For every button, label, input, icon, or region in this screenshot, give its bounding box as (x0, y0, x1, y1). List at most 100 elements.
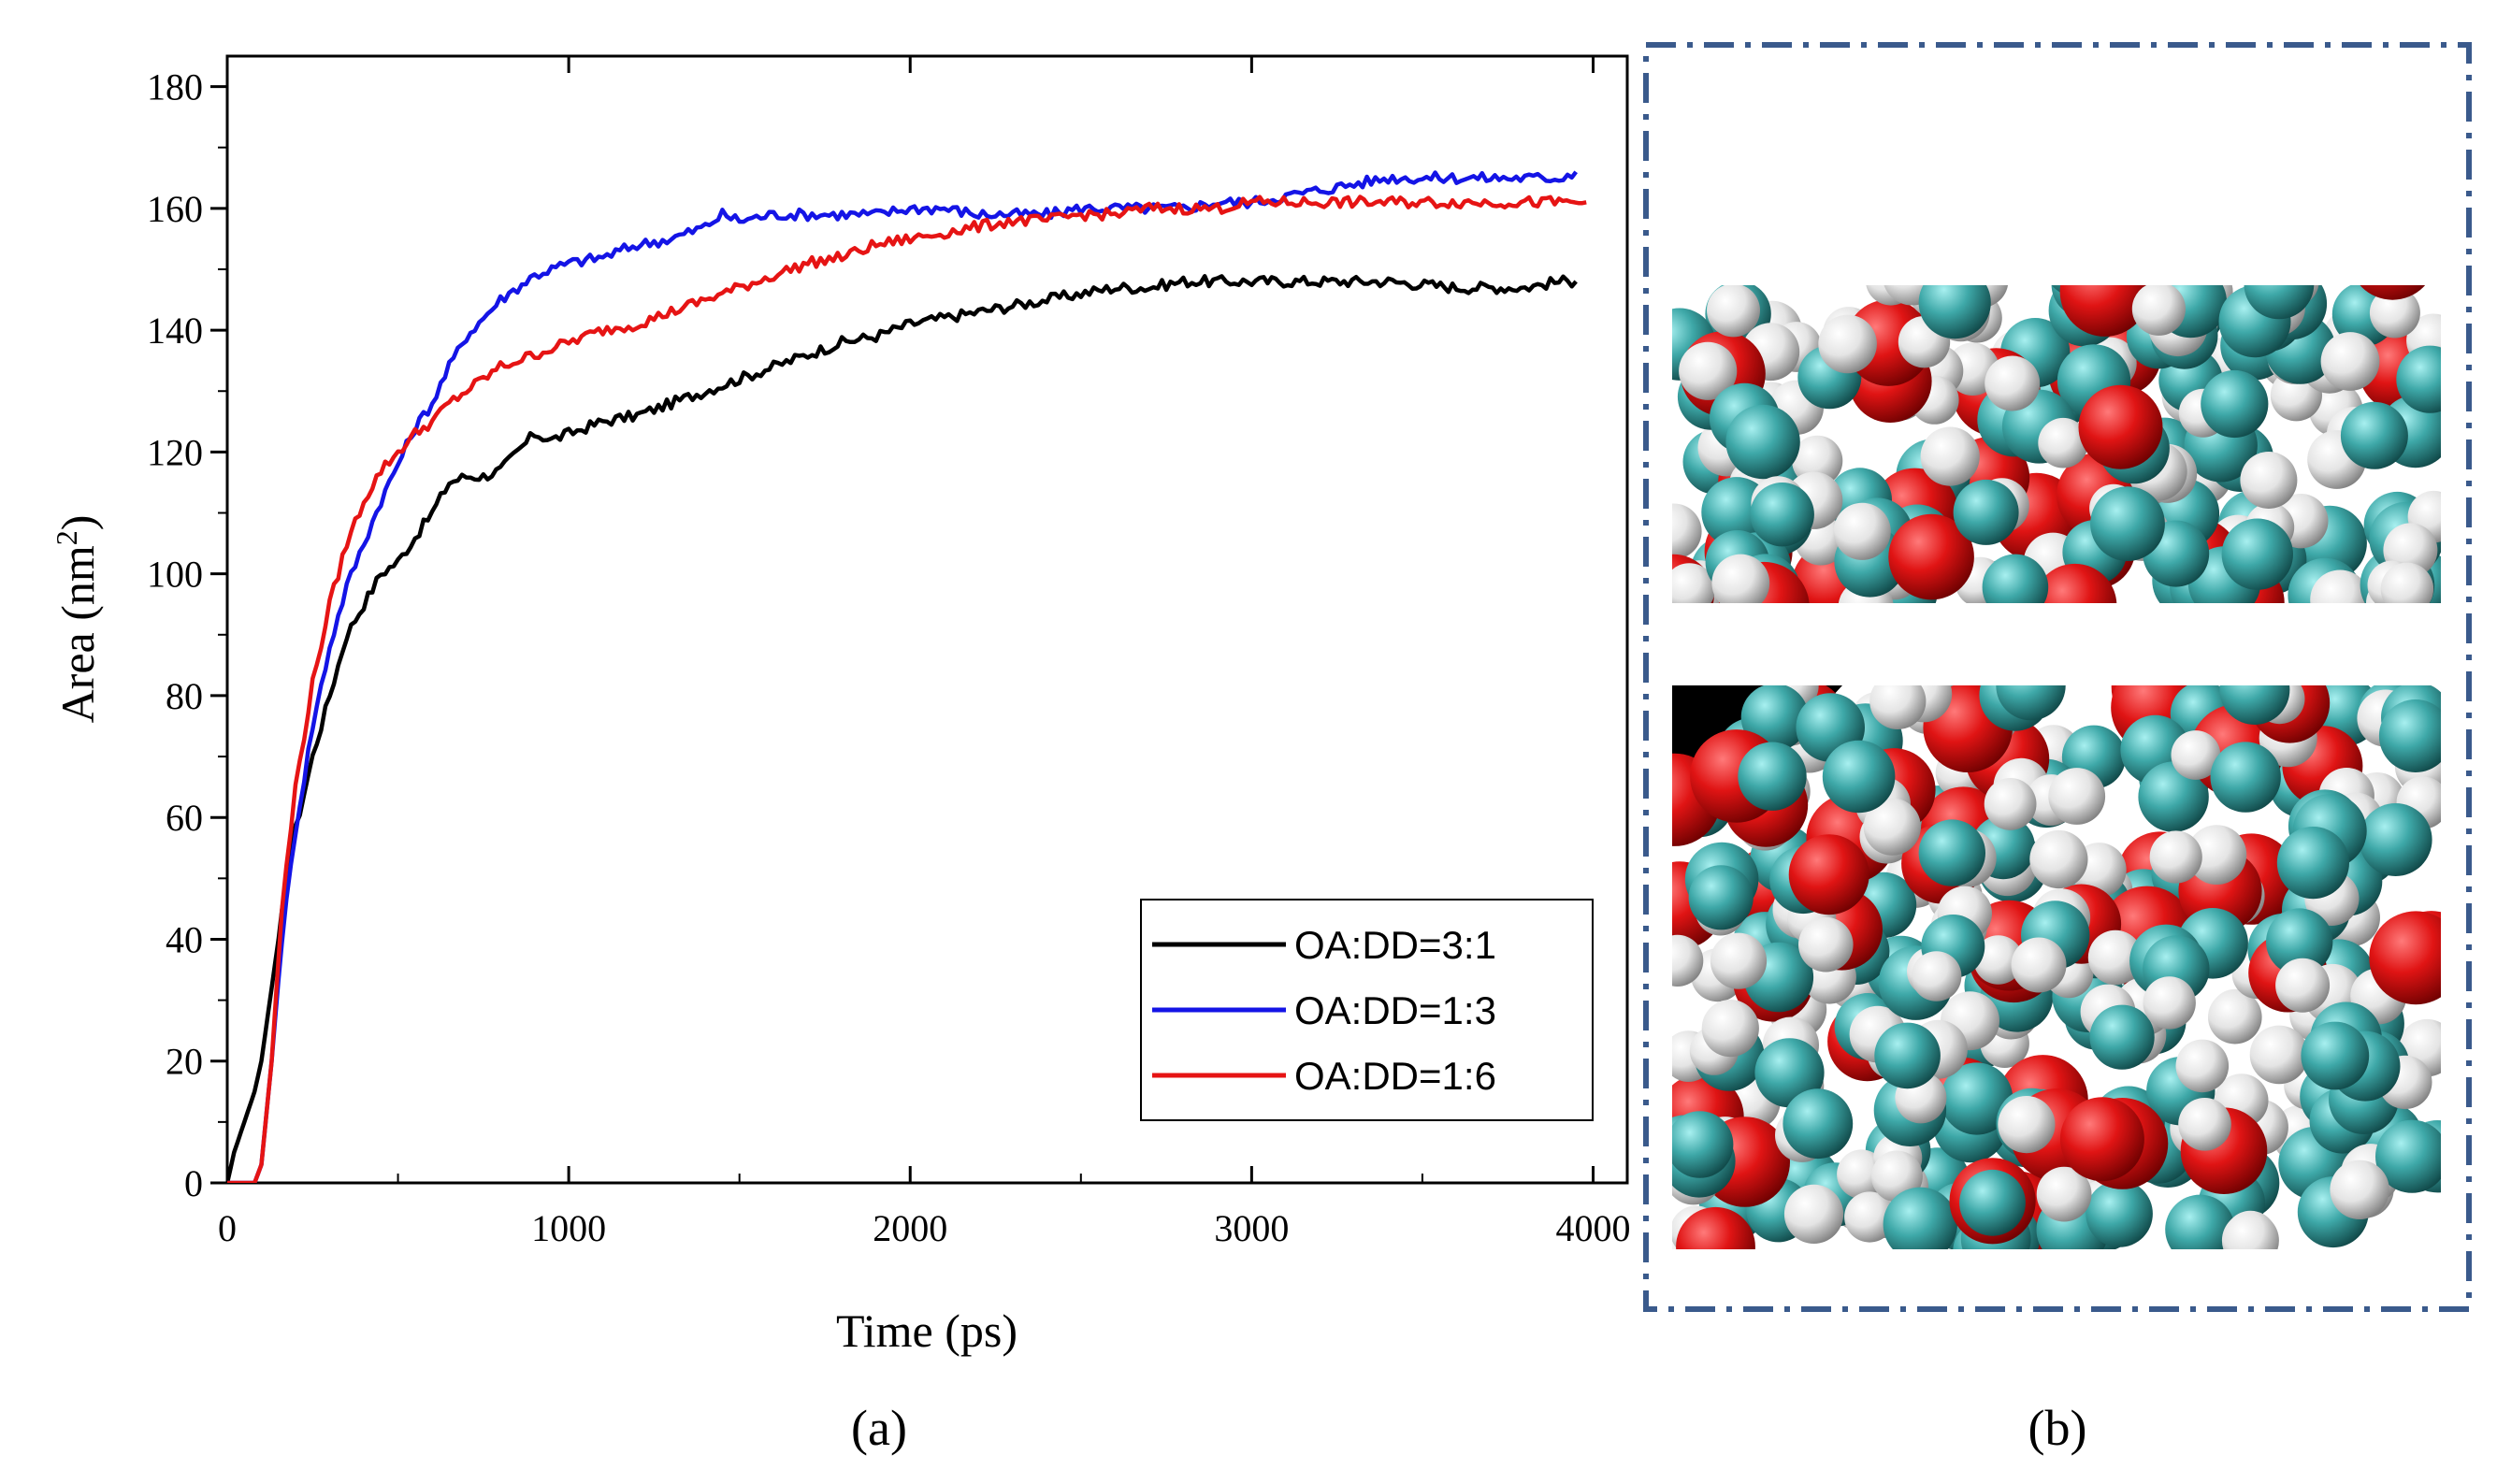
hydrogen-atom-327 (2143, 976, 2196, 1030)
carbon-atom-229 (1754, 1038, 1825, 1108)
carbon-atom-238 (2378, 699, 2441, 772)
carbon-atom-321 (1738, 742, 1807, 811)
hydrogen-atom-283 (2036, 1166, 2092, 1222)
carbon-atom-28 (1884, 173, 1953, 241)
carbon-atom-71 (1928, 161, 2000, 233)
hydrogen-atom-332 (2221, 1212, 2279, 1249)
hydrogen-atom-261 (2087, 929, 2143, 986)
hydrogen-atom-9 (1972, 184, 2024, 236)
series-layer (227, 170, 1587, 1183)
carbon-atom-210 (2086, 1180, 2153, 1247)
hydrogen-atom-3 (2084, 216, 2142, 274)
x-tick-labels: 0 1000 2000 3000 4000 (218, 1207, 1630, 1249)
hydrogen-atom-42 (2183, 151, 2235, 204)
hydrogen-atom-45 (2010, 231, 2061, 282)
y-tick-label-2: 40 (166, 918, 203, 960)
hydrogen-atom-328 (2011, 937, 2067, 993)
hydrogen-atom-26 (1957, 145, 2012, 199)
hydrogen-atom-50 (1985, 169, 2042, 227)
carbon-atom-310 (2210, 742, 2281, 813)
legend: OA:DD=3:1 OA:DD=1:3 OA:DD=1:6 (1140, 899, 1594, 1121)
oxygen-atom-13 (1839, 147, 1931, 239)
carbon-atom-201 (2165, 1194, 2235, 1249)
hydrogen-atom-301 (1863, 798, 1921, 856)
hydrogen-atom-124 (1818, 314, 1877, 374)
carbon-atom-135 (2090, 486, 2165, 561)
hydrogen-atom-31 (1672, 503, 1702, 560)
x-axis-title: Time (ps) (836, 1304, 1018, 1357)
hydrogen-atom-47 (2039, 223, 2096, 281)
hydrogen-atom-313 (1869, 685, 1927, 729)
hydrogen-atom-40 (1894, 217, 1950, 273)
y-tick-label-7: 140 (147, 310, 203, 352)
carbon-atom-220 (2375, 1119, 2441, 1193)
hydrogen-atom-29 (2014, 194, 2069, 248)
hydrogen-atom-82 (1672, 934, 1704, 987)
carbon-atom-43 (2218, 208, 2286, 275)
hydrogen-atom-21 (2156, 132, 2211, 187)
x-tick-label-4: 4000 (1555, 1207, 1630, 1249)
legend-label-1: OA:DD=1:3 (1294, 988, 1496, 1032)
hydrogen-atom-15 (1849, 163, 1908, 222)
series-line-0 (227, 274, 1578, 1183)
hydrogen-atom-90 (2208, 989, 2262, 1045)
carbon-atom-56 (1994, 196, 2067, 269)
y-axis-title-main: Area (nm (51, 545, 104, 723)
carbon-atom-284 (1883, 1187, 1957, 1249)
hydrogen-atom-33 (1876, 166, 1929, 219)
oxygen-atom-164 (2078, 384, 2163, 469)
carbon-atom-211 (2266, 908, 2333, 975)
hydrogen-atom-5 (2194, 120, 2250, 176)
legend-label-2: OA:DD=1:6 (1294, 1054, 1496, 1098)
hydrogen-atom-138 (1679, 341, 1738, 400)
carbon-atom-1 (2318, 138, 2391, 211)
hydrogen-atom-140 (1833, 502, 1891, 560)
y-tick-label-9: 180 (147, 66, 203, 108)
y-axis-title-close: ) (51, 515, 104, 531)
hydrogen-atom-60 (2221, 117, 2279, 175)
hydrogen-atom-4 (2055, 195, 2107, 247)
x-tick-label-3: 3000 (1214, 1207, 1289, 1249)
hydrogen-atom-41 (2213, 174, 2271, 232)
area-vs-time-chart: 0 1000 2000 3000 4000 0 20 40 60 80 100 120 140 160 1… (50, 54, 1630, 1456)
hydrogen-atom-18 (2079, 172, 2128, 221)
carbon-atom-153 (2201, 369, 2269, 439)
hydrogen-atom-252 (2178, 1098, 2231, 1151)
oxygen-atom-323 (1788, 834, 1869, 915)
carbon-atom-150 (1725, 404, 1800, 480)
hydrogen-atom-62 (2351, 117, 2400, 166)
carbon-atom-64 (2089, 285, 2134, 293)
y-tick-label-6: 120 (147, 431, 203, 473)
carbon-atom-53 (2285, 179, 2357, 251)
molecular-snapshot-panel: (b) (1643, 42, 2472, 1456)
y-tick-label-8: 160 (147, 188, 203, 230)
carbon-atom-61 (2244, 285, 2315, 320)
hydrogen-atom-20 (1842, 198, 1901, 257)
hydrogen-atom-221 (1973, 935, 2023, 985)
oxygen-atom-289 (1676, 1206, 1755, 1249)
carbon-atom-70 (1918, 285, 1991, 339)
hydrogen-atom-330 (1911, 951, 1962, 1001)
carbon-atom-333 (2276, 827, 2349, 900)
molecule-image-top (1672, 116, 2441, 603)
carbon-atom-331 (1959, 1169, 2026, 1236)
hydrogen-atom-215 (1701, 1000, 1759, 1058)
hydrogen-atom-52 (2239, 212, 2293, 267)
oxygen-atom-318 (2059, 1097, 2144, 1182)
carbon-atom-326 (1996, 685, 2066, 721)
carbon-atom-36 (1849, 116, 1923, 190)
hydrogen-atom-117 (2369, 287, 2420, 339)
oxygen-atom-12 (2322, 166, 2409, 252)
hydrogen-atom-171 (2240, 452, 2298, 509)
x-tick-label-0: 0 (218, 1207, 237, 1249)
hydrogen-atom-74 (2365, 181, 2415, 231)
carbon-atom-154 (2340, 401, 2408, 469)
carbon-atom-308 (1918, 819, 1985, 886)
y-tick-label-1: 20 (166, 1041, 203, 1083)
hydrogen-atom-300 (2149, 830, 2202, 884)
oxygen-atom-14 (2360, 285, 2426, 300)
hydrogen-atom-97 (2249, 1025, 2309, 1085)
hydrogen-atom-165 (1985, 355, 2041, 411)
hydrogen-atom-268 (1783, 1184, 1844, 1244)
hydrogen-atom-170 (1920, 426, 1980, 486)
